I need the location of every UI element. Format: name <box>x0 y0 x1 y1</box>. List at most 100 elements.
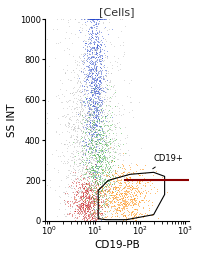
Point <box>89 20 92 24</box>
Point <box>87 66 90 70</box>
Point <box>102 172 105 177</box>
Point <box>117 202 121 206</box>
Point <box>92 91 95 95</box>
Point <box>119 181 123 185</box>
Point <box>97 115 100 119</box>
Point <box>85 219 89 223</box>
Point <box>75 163 78 168</box>
Point <box>60 159 63 163</box>
Point <box>89 65 92 69</box>
Point <box>124 189 127 193</box>
Point <box>106 179 109 183</box>
Point <box>75 203 79 207</box>
Point <box>89 186 92 190</box>
Point <box>89 219 92 223</box>
Point <box>91 18 94 22</box>
Point <box>84 193 87 197</box>
Point <box>97 139 100 143</box>
Point <box>90 110 93 114</box>
Point <box>104 68 108 72</box>
Point <box>66 99 69 103</box>
Point <box>120 196 124 200</box>
Point <box>84 219 88 223</box>
Point <box>100 141 103 145</box>
Point <box>89 167 92 171</box>
Point <box>66 120 69 124</box>
Point <box>70 205 74 209</box>
Point <box>85 96 88 100</box>
Point <box>94 89 97 93</box>
Point <box>94 47 97 51</box>
Point <box>120 187 123 191</box>
Point <box>94 84 97 88</box>
Point <box>92 111 95 115</box>
Point <box>67 123 70 127</box>
Point <box>119 197 122 201</box>
Point <box>101 149 104 153</box>
Point <box>94 172 97 177</box>
Point <box>71 213 74 217</box>
Point <box>110 182 113 186</box>
Point <box>128 219 131 223</box>
Point <box>91 125 94 129</box>
Point <box>93 165 96 169</box>
Point <box>85 164 88 168</box>
Point <box>91 175 94 179</box>
Point <box>109 166 112 170</box>
Point <box>71 178 74 182</box>
Point <box>87 68 90 72</box>
Point <box>124 197 127 201</box>
Point <box>78 206 81 210</box>
Point <box>95 78 99 82</box>
Point <box>106 201 109 206</box>
Point <box>81 192 85 196</box>
Point <box>105 142 108 146</box>
Point <box>99 148 102 152</box>
Point <box>95 219 98 223</box>
Point <box>91 94 94 98</box>
Point <box>85 219 88 223</box>
Point <box>117 203 120 207</box>
Point <box>97 76 101 80</box>
Point <box>90 217 93 222</box>
Point <box>88 219 91 223</box>
Point <box>86 120 89 124</box>
Point <box>118 120 121 124</box>
Point <box>83 141 86 145</box>
Point <box>81 161 84 166</box>
Point <box>142 196 146 200</box>
Point <box>75 149 78 153</box>
Point <box>111 168 115 172</box>
Point <box>87 131 90 135</box>
Point <box>99 185 102 189</box>
Point <box>92 95 96 99</box>
Point <box>93 203 97 207</box>
Point <box>101 219 105 223</box>
Point <box>92 83 96 87</box>
Point <box>84 194 87 198</box>
Point <box>95 208 98 212</box>
Point <box>128 185 132 189</box>
Point <box>81 181 84 185</box>
Point <box>125 192 129 196</box>
Point <box>83 131 86 135</box>
Point <box>88 167 91 171</box>
Point <box>74 219 77 223</box>
Point <box>89 201 93 205</box>
Point <box>88 167 92 171</box>
Point <box>120 208 123 212</box>
Point <box>82 219 85 223</box>
Point <box>108 182 111 186</box>
Point <box>104 138 107 142</box>
Point <box>90 187 93 191</box>
Point <box>105 178 108 182</box>
Point <box>134 188 137 192</box>
Point <box>116 206 119 210</box>
Point <box>111 204 114 208</box>
Point <box>80 191 83 195</box>
Point <box>91 17 94 21</box>
Point <box>78 161 81 165</box>
Point <box>131 203 134 207</box>
Point <box>96 201 100 205</box>
Point <box>113 182 116 186</box>
